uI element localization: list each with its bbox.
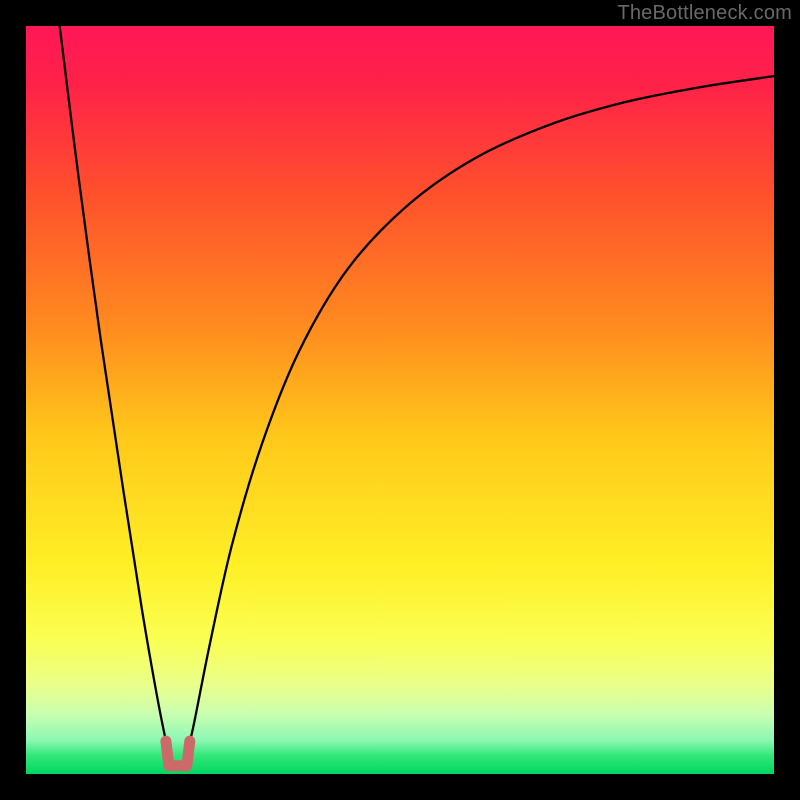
chart-stage: TheBottleneck.com	[0, 0, 800, 800]
plot-background	[26, 26, 774, 774]
bottleneck-chart	[0, 0, 800, 800]
source-watermark: TheBottleneck.com	[617, 2, 792, 25]
